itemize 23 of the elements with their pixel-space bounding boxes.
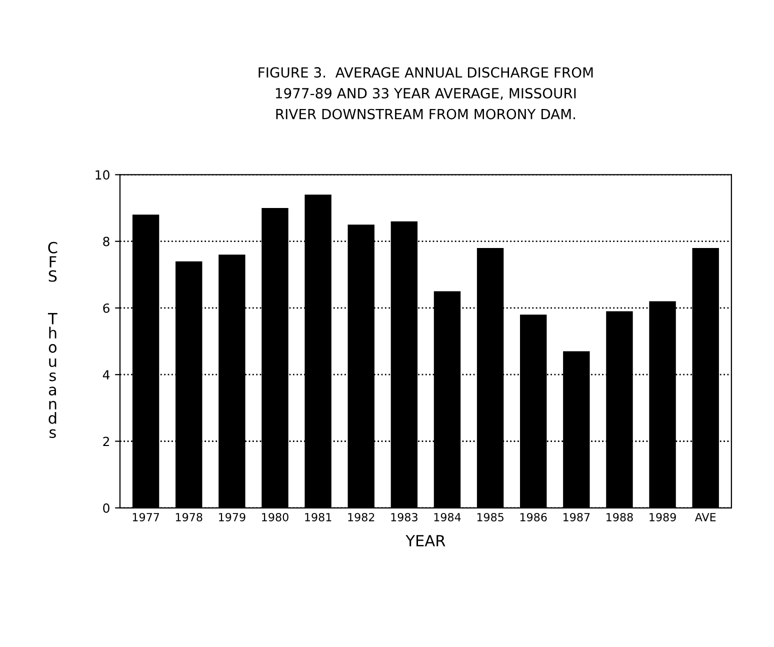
y-tick-label: 6	[103, 303, 110, 313]
chart-title: FIGURE 3. AVERAGE ANNUAL DISCHARGE FROM 1977-89 AND 33 YEAR AVERAGE, MISSOURI RIVER DOWNSTREAM FROM MORONY DAM.	[258, 67, 593, 120]
y-tick-label: 4	[102, 370, 110, 380]
x-tick-label: 1981	[305, 512, 332, 522]
x-tick-label: 1984	[434, 512, 461, 522]
x-tick-label: 1989	[650, 512, 676, 522]
x-tick-label: 1977	[132, 512, 159, 522]
x-tick-label: 1986	[520, 512, 547, 522]
text: CFS Thousands	[48, 242, 58, 438]
y-tick-label: 8	[103, 236, 110, 246]
x-tick-label: 1987	[563, 512, 590, 522]
x-tick-label: 1979	[219, 512, 246, 522]
y-tick-label: 0	[103, 503, 110, 513]
x-tick-label: AVE	[694, 513, 716, 522]
x-axis-title: YEAR	[406, 535, 446, 546]
x-tick-label: 1980	[262, 512, 288, 522]
x-tick-label: 1978	[176, 512, 202, 522]
x-tick-label: 1988	[606, 512, 633, 522]
y-tick-label: 2	[103, 436, 109, 446]
x-tick-label: 1983	[391, 512, 418, 522]
y-tick-label: 10	[96, 170, 110, 180]
x-tick-label: 1985	[477, 512, 504, 522]
x-tick-label: 1982	[348, 512, 374, 522]
